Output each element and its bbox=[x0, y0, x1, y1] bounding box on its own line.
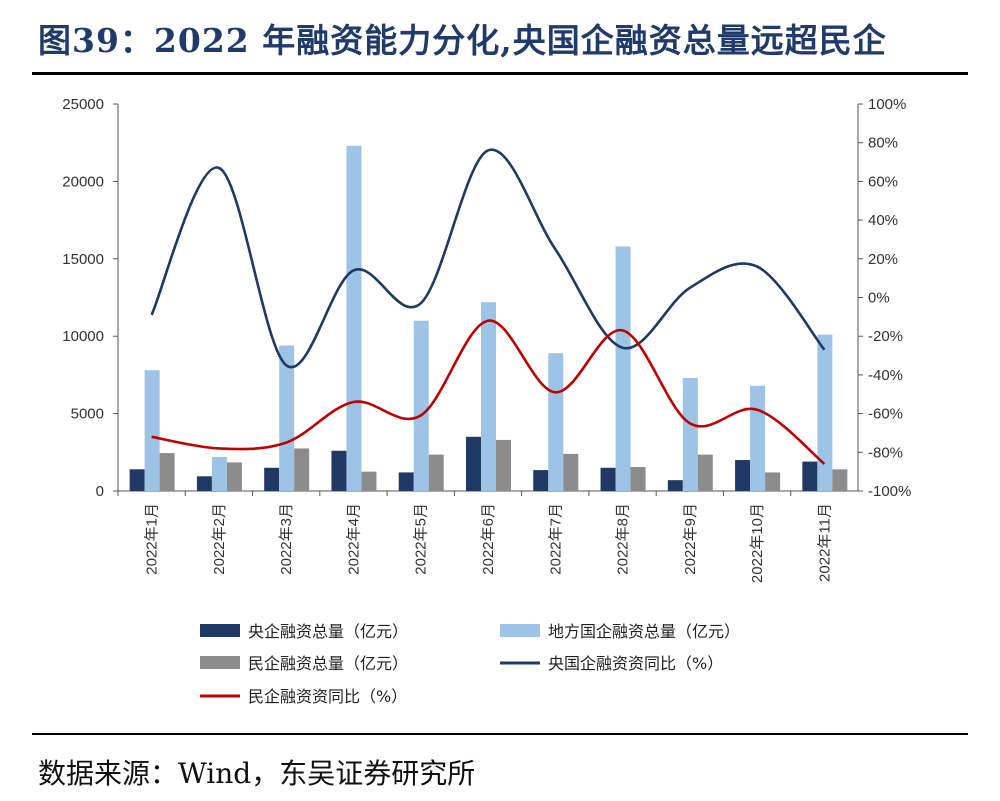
bar-private bbox=[496, 439, 511, 491]
left-tick-label: 15000 bbox=[62, 251, 104, 268]
x-tick-label: 2022年7月 bbox=[547, 503, 564, 575]
x-tick-label: 2022年4月 bbox=[345, 503, 362, 575]
x-tick-label: 2022年3月 bbox=[278, 503, 295, 575]
right-tick-label: -40% bbox=[868, 367, 903, 384]
legend-swatch bbox=[200, 656, 240, 669]
line-private-yoy bbox=[151, 319, 826, 465]
bar-local-soe bbox=[346, 145, 362, 491]
legend-label: 民企融资总量（亿元） bbox=[248, 654, 408, 673]
left-tick-label: 20000 bbox=[62, 173, 104, 190]
legend-swatch bbox=[200, 624, 240, 637]
right-tick-label: 20% bbox=[868, 251, 898, 268]
bar-private bbox=[361, 471, 377, 491]
bar-local-soe bbox=[750, 385, 766, 491]
bar-central-soe bbox=[331, 450, 347, 491]
bar-local-soe bbox=[682, 377, 698, 491]
bar-private bbox=[765, 472, 781, 491]
bar-local-soe bbox=[615, 246, 631, 491]
bar-local-soe bbox=[481, 302, 496, 491]
bar-private bbox=[630, 467, 646, 491]
right-tick-label: 60% bbox=[868, 173, 898, 190]
left-tick-label: 0 bbox=[96, 483, 104, 500]
x-tick-label: 2022年9月 bbox=[682, 503, 699, 575]
bar-central-soe bbox=[667, 480, 683, 491]
bar-private bbox=[226, 462, 242, 491]
bar-private bbox=[563, 453, 579, 491]
right-tick-label: -80% bbox=[868, 444, 903, 461]
bar-local-soe bbox=[144, 370, 160, 491]
legend-swatch bbox=[500, 624, 540, 637]
legend-label: 央企融资总量（亿元） bbox=[248, 622, 408, 641]
x-tick-label: 2022年1月 bbox=[144, 503, 161, 575]
bar-local-soe bbox=[211, 456, 227, 491]
bar-central-soe bbox=[600, 467, 616, 491]
right-tick-label: 80% bbox=[868, 135, 898, 152]
bar-private bbox=[159, 453, 175, 491]
bar-central-soe bbox=[196, 476, 212, 491]
bar-local-soe bbox=[413, 320, 429, 491]
bar-private bbox=[697, 454, 713, 491]
source-note: 数据来源：Wind，东吴证券研究所 bbox=[38, 757, 476, 790]
bar-central-soe bbox=[264, 467, 280, 491]
right-tick-label: -20% bbox=[868, 328, 903, 345]
right-tick-label: 40% bbox=[868, 212, 898, 229]
chart-title: 图39：2022 年融资能力分化,央国企融资总量远超民企 bbox=[38, 21, 887, 60]
bar-private bbox=[832, 469, 848, 491]
bar-local-soe bbox=[279, 345, 295, 491]
bar-private bbox=[428, 454, 444, 491]
x-tick-label: 2022年8月 bbox=[615, 503, 632, 575]
line-soe-yoy bbox=[150, 148, 826, 369]
bar-central-soe bbox=[735, 460, 751, 491]
right-tick-label: -60% bbox=[868, 406, 903, 423]
x-tick-label: 2022年10月 bbox=[749, 503, 766, 583]
bar-central-soe bbox=[802, 461, 818, 491]
legend-label: 央国企融资资同比（%） bbox=[548, 654, 723, 673]
legend-label: 民企融资资同比（%） bbox=[248, 687, 407, 706]
x-tick-label: 2022年5月 bbox=[413, 503, 430, 575]
bar-central-soe bbox=[398, 472, 414, 491]
bottom-rule bbox=[32, 733, 968, 735]
x-tick-label: 2022年2月 bbox=[211, 503, 228, 575]
left-tick-label: 5000 bbox=[71, 406, 104, 423]
top-rule bbox=[32, 72, 968, 75]
x-tick-label: 2022年11月 bbox=[816, 503, 833, 582]
x-tick-label: 2022年6月 bbox=[480, 503, 497, 575]
bar-local-soe bbox=[817, 334, 833, 491]
bar-private bbox=[294, 448, 310, 491]
right-tick-label: -100% bbox=[868, 483, 911, 500]
bar-central-soe bbox=[466, 436, 481, 491]
legend-label: 地方国企融资总量（亿元） bbox=[548, 622, 740, 641]
left-tick-label: 25000 bbox=[62, 96, 104, 113]
left-tick-label: 10000 bbox=[62, 328, 104, 345]
bar-local-soe bbox=[548, 353, 564, 491]
bar-central-soe bbox=[533, 470, 549, 491]
right-tick-label: 100% bbox=[868, 96, 906, 113]
right-tick-label: 0% bbox=[868, 290, 890, 307]
bar-central-soe bbox=[129, 469, 145, 491]
